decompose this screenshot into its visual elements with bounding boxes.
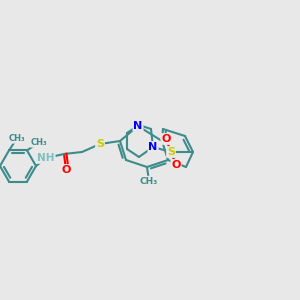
Text: CH₃: CH₃ [9, 134, 25, 143]
Text: O: O [161, 134, 171, 144]
Text: CH₃: CH₃ [140, 176, 158, 185]
Text: NH: NH [37, 153, 55, 163]
Text: O: O [171, 160, 181, 170]
Text: N: N [134, 121, 142, 131]
Text: O: O [61, 165, 71, 175]
Text: S: S [167, 147, 175, 157]
Text: N: N [148, 142, 158, 152]
Text: S: S [96, 139, 104, 149]
Text: CH₃: CH₃ [31, 138, 47, 147]
